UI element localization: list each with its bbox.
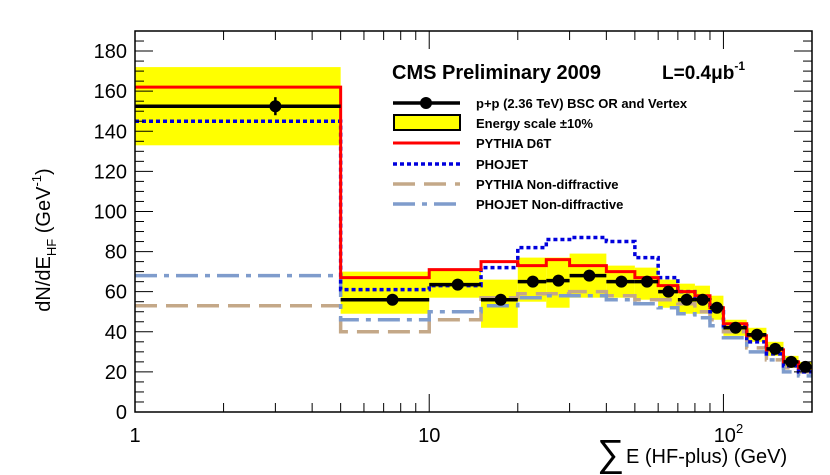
data-point — [798, 360, 812, 373]
data-point — [517, 275, 547, 288]
y-tick-label: 180 — [94, 41, 127, 63]
y-tick-label: 60 — [105, 282, 127, 304]
y-axis-label: dN/dEHF (GeV-1) — [29, 168, 59, 311]
y-tick-label: 160 — [94, 81, 127, 103]
y-tick-label: 120 — [94, 161, 127, 183]
data-marker — [526, 275, 539, 288]
x-tick-label: 10 — [418, 425, 440, 447]
data-marker — [710, 301, 723, 314]
legend-entry-phojet-nondiffractive: PHOJET Non-diffractive — [393, 197, 623, 212]
data-marker — [662, 285, 675, 298]
data-point — [546, 274, 570, 287]
data-point — [569, 269, 607, 282]
legend-label-phojet-nondiffractive: PHOJET Non-diffractive — [476, 197, 623, 212]
legend-entry-phojet: PHOJET — [393, 157, 528, 172]
data-point — [783, 355, 799, 368]
data-point — [634, 275, 659, 288]
data-marker — [615, 275, 628, 288]
data-point — [340, 293, 430, 306]
y-tick-label: 140 — [94, 121, 127, 143]
y-tick-label: 80 — [105, 242, 127, 264]
data-marker — [785, 355, 798, 368]
y-tick-label: 40 — [105, 322, 127, 344]
legend-entry-data: p+p (2.36 TeV) BSC OR and Vertex — [393, 96, 688, 111]
data-point — [606, 275, 635, 288]
data-marker — [552, 274, 565, 287]
data-marker — [641, 275, 654, 288]
luminosity-label: L=0.4μb-1 — [662, 59, 745, 84]
data-marker — [769, 342, 782, 355]
x-axis-label: E (HF-plus) (GeV) — [626, 446, 787, 468]
data-marker — [269, 100, 282, 113]
data-point — [429, 278, 482, 291]
data-point — [709, 301, 724, 314]
legend-label-band: Energy scale ±10% — [476, 116, 593, 131]
data-marker — [680, 293, 693, 306]
model-curves — [135, 85, 812, 378]
data-point — [677, 293, 695, 306]
data-marker — [799, 360, 812, 373]
legend-label-data: p+p (2.36 TeV) BSC OR and Vertex — [476, 96, 688, 111]
data-point — [746, 328, 767, 341]
data-marker — [729, 321, 742, 334]
data-marker — [583, 269, 596, 282]
data-point — [723, 321, 747, 334]
x-axis-sum-symbol: ∑ — [597, 433, 624, 475]
data-point — [766, 342, 784, 355]
data-point — [481, 293, 518, 306]
x-tick-label: 102 — [714, 421, 743, 447]
series-line-pythia-d6t — [135, 85, 812, 370]
legend-label-phojet: PHOJET — [476, 157, 528, 172]
data-point — [135, 97, 341, 116]
x-tick-label: 1 — [129, 425, 140, 447]
legend-label-pythia-nondiffractive: PYTHIA Non-diffractive — [476, 177, 619, 192]
data-marker — [386, 293, 399, 306]
y-tick-label: 100 — [94, 201, 127, 223]
legend-entry-pythia-nondiffractive: PYTHIA Non-diffractive — [393, 177, 619, 192]
legend: p+p (2.36 TeV) BSC OR and Vertex Energy … — [393, 96, 688, 212]
data-marker — [750, 328, 763, 341]
data-marker — [696, 293, 709, 306]
data-marker — [494, 293, 507, 306]
data-point — [658, 285, 678, 298]
legend-entry-band: Energy scale ±10% — [393, 114, 593, 131]
data-point — [694, 293, 710, 306]
y-tick-label: 0 — [116, 402, 127, 424]
legend-label-pythia-d6t: PYTHIA D6T — [476, 136, 551, 151]
y-tick-label: 20 — [105, 362, 127, 384]
series-line-phojet — [135, 119, 812, 374]
legend-entry-pythia-d6t: PYTHIA D6T — [393, 136, 551, 151]
data-points — [135, 97, 812, 373]
axes: 0 20 40 60 80 100 120 140 160 180 1 10 102 — [94, 30, 813, 447]
data-marker — [451, 278, 464, 291]
chart-title: CMS Preliminary 2009 — [392, 62, 601, 84]
